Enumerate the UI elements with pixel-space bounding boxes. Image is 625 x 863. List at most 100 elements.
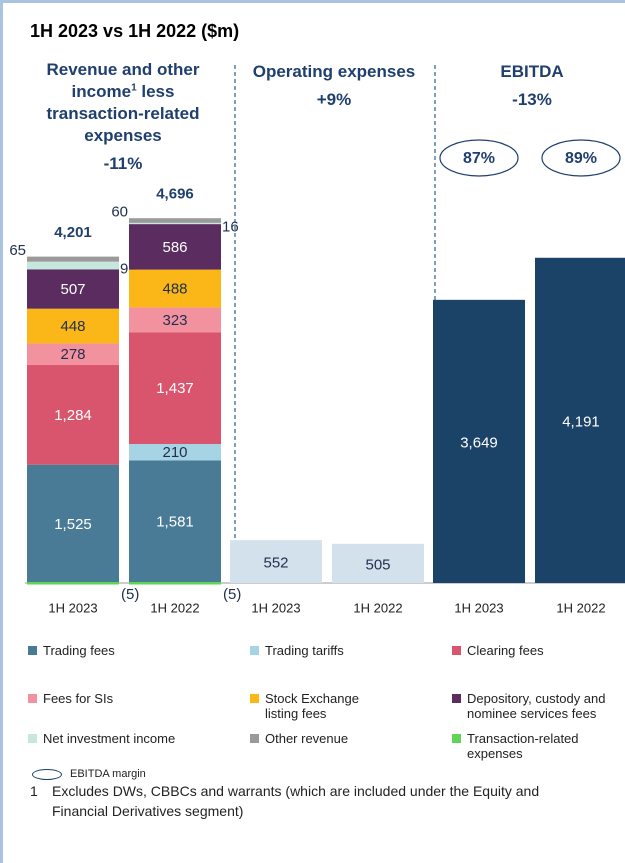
legend-item: EBITDA margin [28, 767, 146, 782]
panel-change: -13% [512, 90, 552, 109]
bar-segment [129, 307, 221, 333]
data-label: 1,437 [156, 380, 194, 397]
legend-label: Other revenue [265, 731, 349, 746]
x-tick-label: 1H 2022 [150, 600, 199, 615]
data-label: 1,525 [54, 516, 92, 533]
legend-label: Fees for SIs [43, 691, 114, 706]
bar [433, 299, 525, 583]
bar-segment [27, 464, 119, 583]
legend-swatch [28, 646, 37, 655]
panel-change: +9% [316, 90, 352, 109]
panel-header: Operating expenses +9% [239, 61, 429, 111]
main-title: 1H 2023 vs 1H 2022 ($m) [30, 21, 240, 41]
legend-item: Stock Exchange listing fees [250, 691, 380, 721]
x-tick-label: 1H 2023 [48, 600, 97, 615]
data-label: 448 [60, 318, 85, 335]
legend-label: Net investment income [43, 731, 176, 746]
bar-segment [129, 218, 221, 223]
bar-segment [27, 582, 119, 585]
bar-segment [27, 269, 119, 309]
data-label: 1,284 [54, 407, 92, 424]
panel-header: EBITDA -13% [439, 61, 625, 111]
legend-item: Fees for SIs [28, 691, 233, 706]
legend-swatch [250, 734, 259, 743]
bar-segment [129, 582, 221, 585]
footnote-marker: 1 [30, 783, 38, 799]
data-label: (5) [223, 586, 241, 603]
margin-oval [439, 139, 519, 177]
legend-label: Stock Exchange listing fees [265, 691, 359, 721]
legend-item: Clearing fees [452, 643, 625, 658]
data-label: 60 [111, 203, 128, 220]
x-tick-label: 1H 2023 [251, 600, 300, 615]
panel-title: Revenue and other income [46, 60, 200, 101]
x-tick-label: 1H 2023 [454, 600, 503, 615]
bar-segment [27, 343, 119, 366]
legend-swatch [250, 694, 259, 703]
data-label: 552 [263, 555, 288, 572]
legend-label: Depository, custody and nominee services… [467, 691, 606, 721]
panel-header: Revenue and other income1 less transacti… [25, 59, 221, 175]
bar-segment [27, 261, 119, 270]
data-label: 586 [162, 239, 187, 256]
legend-label: Trading fees [43, 643, 115, 658]
data-label: 488 [162, 280, 187, 297]
data-label: (5) [121, 586, 139, 603]
data-label: 210 [162, 444, 187, 461]
data-label: 278 [60, 346, 85, 363]
chart: 1,5251,2842784485079965(5)4,2011,5812101… [9, 65, 625, 615]
data-label: 1,581 [156, 514, 194, 531]
footnote-text: Excludes DWs, CBBCs and warrants (which … [52, 783, 540, 819]
data-label: 505 [365, 556, 390, 573]
legend-swatch [28, 734, 37, 743]
legend-swatch [28, 694, 37, 703]
bar-segment [129, 269, 221, 308]
data-label: 16 [222, 218, 239, 235]
bar-segment [129, 224, 221, 270]
legend-swatch [452, 646, 461, 655]
total-label: 4,201 [54, 224, 92, 241]
data-label: 3,649 [460, 434, 498, 451]
data-label: 4,191 [562, 413, 600, 430]
legend-swatch [452, 734, 461, 743]
bar-segment [129, 332, 221, 445]
legend-item: Trading tariffs [250, 643, 380, 658]
bar-segment [27, 365, 119, 465]
data-label: 323 [162, 312, 187, 329]
legend-oval [32, 769, 62, 780]
bar-segment [129, 444, 221, 461]
data-label: 507 [60, 281, 85, 298]
legend-item: Depository, custody and nominee services… [452, 691, 625, 721]
legend-swatch [452, 694, 461, 703]
panel-change: -11% [103, 154, 143, 173]
legend-item: Other revenue [250, 731, 380, 746]
legend-label: Clearing fees [467, 643, 544, 658]
bar-segment [27, 308, 119, 344]
bar [332, 543, 424, 583]
x-tick-label: 1H 2022 [353, 600, 402, 615]
legend-item: Transaction-related expenses [452, 731, 625, 761]
legend-swatch [250, 646, 259, 655]
margin-label: 89% [565, 150, 597, 167]
bar [230, 540, 322, 583]
footnote-ref: 1 [131, 82, 137, 94]
panel-title: less transaction-related expenses [46, 82, 200, 145]
bar-segment [27, 256, 119, 262]
legend-item: Trading fees [28, 643, 233, 658]
legend-label: Transaction-related expenses [467, 731, 579, 761]
panel-title: Operating expenses [252, 62, 416, 81]
legend-item: Net investment income [28, 731, 233, 746]
panel-title: EBITDA [500, 62, 564, 81]
margin-oval [541, 139, 621, 177]
bar-segment [129, 222, 221, 225]
bar [535, 257, 625, 583]
x-tick-label: 1H 2022 [556, 600, 605, 615]
total-label: 4,696 [156, 186, 194, 203]
margin-label: 87% [463, 150, 495, 167]
bar-segment [129, 460, 221, 583]
data-label: 65 [9, 242, 26, 259]
footnote: 1 Excludes DWs, CBBCs and warrants (whic… [30, 781, 592, 821]
legend-label: Trading tariffs [265, 643, 344, 658]
legend-label: EBITDA margin [70, 768, 146, 780]
